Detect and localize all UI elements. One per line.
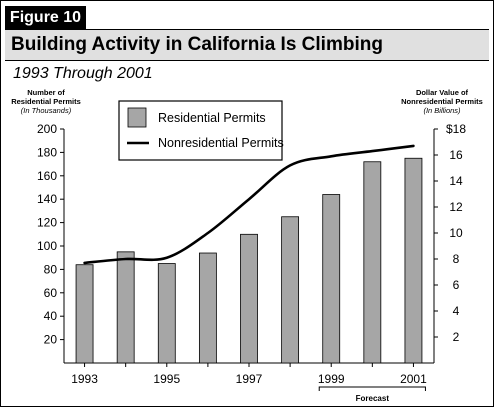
left-tick-label: 140 [37, 192, 57, 206]
x-tick-label-1997: 1997 [236, 372, 263, 386]
nonresidential-line [83, 144, 415, 265]
residential-bar-1994 [116, 251, 135, 364]
left-tick-label: 200 [37, 122, 57, 136]
residential-bar-1996 [198, 252, 217, 364]
left-tick-label: 20 [44, 333, 58, 347]
residential-bar-1997 [240, 233, 258, 364]
residential-bars [75, 157, 423, 364]
right-tick-label-top: $18 [446, 122, 466, 136]
left-tick-label: 80 [44, 262, 58, 276]
right-tick-label: 16 [449, 148, 463, 162]
x-axis-ticks: 1993 1995 1997 1999 2001 [71, 363, 427, 386]
left-tick-label: 180 [37, 145, 57, 159]
figure-title: Building Activity in California Is Climb… [11, 34, 383, 55]
right-axis-title-line2: Nonresidential Permits [401, 97, 483, 106]
x-tick-label-1993: 1993 [71, 372, 98, 386]
forecast-bracket [318, 386, 426, 391]
residential-bar-1995 [157, 263, 176, 364]
forecast-label: Forecast [356, 394, 390, 403]
x-tick-label-1995: 1995 [153, 372, 180, 386]
right-axis-title-line1: Dollar Value of [416, 88, 469, 97]
residential-bar-2001 [404, 157, 423, 364]
residential-bar-1998 [281, 216, 300, 364]
residential-bar-2000 [363, 161, 382, 364]
figure-subtitle: 1993 Through 2001 [13, 65, 153, 82]
right-tick-label: 4 [453, 304, 460, 318]
residential-bar-1999 [322, 194, 341, 364]
right-tick-label: 12 [449, 200, 463, 214]
left-tick-label: 100 [37, 239, 57, 253]
legend-label-nonresidential: Nonresidential Permits [158, 136, 284, 150]
left-axis-unit: (In Thousands) [21, 106, 72, 115]
right-tick-label: 14 [449, 174, 463, 188]
x-tick-label-2001: 2001 [400, 372, 427, 386]
left-tick-label: 40 [44, 309, 58, 323]
left-tick-label: 60 [44, 286, 58, 300]
x-tick-label-1999: 1999 [318, 372, 345, 386]
legend-label-residential: Residential Permits [158, 111, 266, 125]
left-axis-title-line2: Residential Permits [11, 97, 81, 106]
right-tick-label: 2 [453, 330, 460, 344]
right-tick-label: 8 [453, 252, 460, 266]
right-axis-unit: (In Billions) [423, 106, 461, 115]
legend-swatch-residential [127, 107, 147, 128]
right-tick-label: 6 [453, 278, 460, 292]
title-bar: Building Activity in California Is Climb… [5, 29, 489, 61]
legend: Residential Permits Nonresidential Permi… [118, 100, 284, 161]
residential-bar-1993 [75, 264, 94, 364]
left-axis-title-line1: Number of [27, 88, 65, 97]
right-axis-ticks: 2 4 6 8 10 12 14 16 $18 [434, 122, 466, 344]
left-tick-label: 160 [37, 169, 57, 183]
left-axis-ticks: 20 40 60 80 100 120 140 160 180 200 [37, 122, 64, 347]
left-tick-label: 120 [37, 216, 57, 230]
right-tick-label: 10 [449, 226, 463, 240]
figure-label: Figure 10 [5, 6, 86, 29]
